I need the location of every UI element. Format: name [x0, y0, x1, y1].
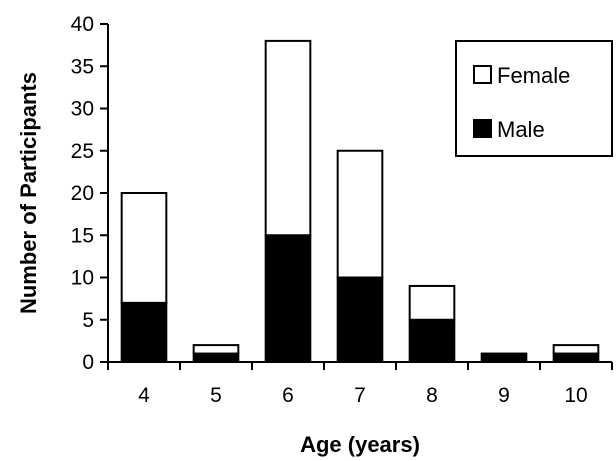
legend-label-female: Female	[497, 63, 570, 88]
bar-female-age-6	[264, 39, 312, 237]
x-tick-label: 8	[426, 384, 438, 407]
bar-male-age-7	[336, 276, 384, 363]
bar-female-age-5	[192, 344, 240, 355]
y-tick-label: 15	[71, 224, 94, 247]
bars-group	[120, 39, 600, 364]
y-tick-label: 35	[71, 55, 94, 78]
bar-female-age-8	[408, 284, 456, 321]
y-tick-label: 30	[71, 98, 94, 121]
x-tick-label: 10	[564, 384, 587, 407]
y-tick-label: 25	[71, 140, 94, 163]
x-tick-label: 4	[138, 384, 150, 407]
bar-male-age-6	[264, 234, 312, 363]
bar-female-age-10	[552, 344, 600, 355]
x-tick-label: 7	[354, 384, 366, 407]
y-tick-label: 10	[71, 267, 94, 290]
legend: Female Male	[455, 40, 613, 157]
x-axis-title: Age (years)	[300, 432, 420, 457]
bar-male-age-10	[552, 352, 600, 363]
y-tick-label: 40	[71, 13, 94, 36]
y-tick-label: 20	[71, 182, 94, 205]
bar-male-age-8	[408, 318, 456, 363]
legend-label-male: Male	[497, 117, 545, 142]
legend-swatch-male	[473, 119, 492, 138]
x-tick-label: 9	[498, 384, 510, 407]
y-axis-title: Number of Participants	[16, 72, 41, 314]
x-ticks-group: 4 5 6 7 8 9 10	[107, 362, 613, 407]
legend-swatch-female	[473, 65, 492, 84]
bar-male-age-9	[480, 352, 528, 363]
bar-female-age-4	[120, 192, 168, 304]
y-tick-label: 0	[82, 351, 94, 374]
bar-male-age-5	[192, 352, 240, 363]
x-tick-label: 6	[282, 384, 294, 407]
x-tick-label: 5	[210, 384, 222, 407]
y-ticks-group: 0 5 10 15 20 25 30 35 40	[71, 13, 108, 374]
bar-female-age-7	[336, 149, 384, 279]
bar-male-age-4	[120, 301, 168, 364]
y-tick-label: 5	[82, 309, 94, 332]
